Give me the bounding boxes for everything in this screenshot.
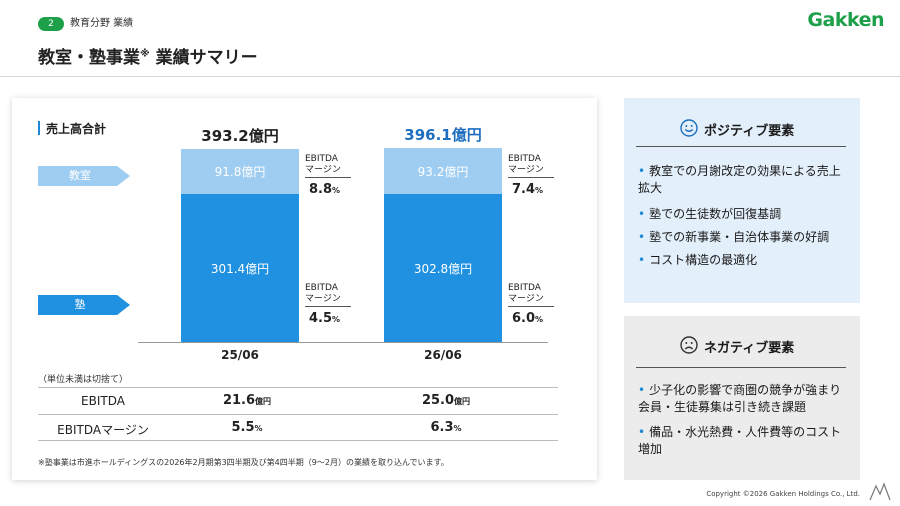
- margin-unit: %: [332, 186, 341, 195]
- positive-factors-panel: [624, 98, 860, 303]
- bar-total-label: 396.1億円: [404, 126, 482, 144]
- table-cell: 5.5%: [197, 420, 297, 435]
- table-cell-value: 21.6: [222, 393, 256, 408]
- negative-divider: [636, 367, 846, 368]
- bullet-dot: •: [638, 230, 646, 244]
- list-item: • 少子化の影響で商圏の競争が強まり会員・生徒募集は引き続き課題: [638, 382, 848, 416]
- margin-value: 4.5%: [309, 311, 341, 326]
- margin-unit: %: [332, 315, 341, 324]
- table-cell: 6.3%: [396, 420, 496, 435]
- table-rule-bottom: [38, 440, 558, 441]
- margin-unit: %: [535, 315, 544, 324]
- list-item: • 塾での新事業・自治体事業の好調: [638, 229, 848, 246]
- list-item: • コスト構造の最適化: [638, 252, 848, 269]
- margin-caption: EBITDA: [508, 154, 541, 164]
- card-title: 売上高合計: [46, 122, 107, 136]
- bar-total-label: 393.2億円: [201, 127, 279, 145]
- bar-segment: 91.8億円: [181, 149, 299, 194]
- positive-divider: [636, 146, 846, 147]
- margin-rule: [305, 177, 351, 178]
- list-item-text: 備品・水光熱費・人件費等のコスト増加: [638, 425, 842, 456]
- chart-baseline: [138, 342, 548, 343]
- ebitda-margin-annotation: EBITDA マージン 7.4%: [508, 154, 554, 197]
- margin-value: 8.8%: [309, 182, 341, 197]
- bullet-dot: •: [638, 253, 646, 267]
- section-label: 教育分野 業績: [70, 18, 134, 29]
- smile-icon: [680, 119, 698, 141]
- table-rule-top: [38, 387, 558, 388]
- segment-label-room: 教室: [38, 166, 130, 186]
- negative-factors-title: ネガティブ要素: [704, 341, 795, 356]
- table-cell: 21.6億円: [197, 393, 297, 408]
- footnote: ※塾事業は市進ホールディングスの2026年2月期第3四半期及び第4四半期（9～2…: [38, 458, 449, 467]
- bullet-dot: •: [638, 164, 646, 178]
- table-cell-unit: 億円: [255, 397, 272, 406]
- negative-factors-panel: [624, 316, 860, 480]
- list-item-text: 少子化の影響で商圏の競争が強まり会員・生徒募集は引き続き課題: [638, 383, 842, 414]
- table-cell-unit: %: [453, 424, 462, 433]
- table-rule-mid: [38, 414, 558, 415]
- table-cell-unit: 億円: [454, 397, 471, 406]
- page-number-badge: 2: [38, 17, 64, 31]
- bullet-dot: •: [638, 207, 646, 221]
- page-title-main: 教室・塾事業: [38, 48, 140, 68]
- unit-note: （単位未満は切捨て）: [38, 375, 129, 385]
- bar-segment: 301.4億円: [181, 194, 299, 342]
- card-title-accent: [38, 121, 40, 135]
- table-cell-unit: %: [254, 424, 263, 433]
- positive-factors-title: ポジティブ要素: [704, 124, 795, 139]
- margin-caption: マージン: [305, 165, 341, 175]
- bullet-dot: •: [638, 383, 646, 397]
- ebitda-margin-annotation: EBITDA マージン 8.8%: [305, 154, 351, 197]
- margin-caption: マージン: [508, 165, 544, 175]
- list-item-text: 塾での生徒数が回復基調: [649, 207, 782, 221]
- margin-caption: EBITDA: [508, 283, 541, 293]
- table-cell: 25.0億円: [396, 393, 496, 408]
- margin-caption: マージン: [508, 294, 544, 304]
- x-tick-label: 26/06: [424, 348, 462, 362]
- bar-segment: 302.8億円: [384, 194, 502, 342]
- corner-mark-icon: [868, 480, 892, 506]
- list-item-text: 塾での新事業・自治体事業の好調: [649, 230, 830, 244]
- table-cell-value: 6.3: [430, 420, 454, 435]
- copyright: Copyright ©2026 Gakken Holdings Co., Ltd…: [706, 490, 860, 498]
- margin-caption: EBITDA: [305, 283, 338, 293]
- bullet-dot: •: [638, 425, 646, 439]
- segment-label-juku: 塾: [38, 295, 130, 315]
- margin-unit: %: [535, 186, 544, 195]
- ebitda-margin-annotation: EBITDA マージン 4.5%: [305, 283, 351, 326]
- margin-caption: EBITDA: [305, 154, 338, 164]
- table-cell-value: 25.0: [421, 393, 455, 408]
- table-row-label: EBITDAマージン: [57, 423, 149, 437]
- gakken-logo: Gakken: [807, 9, 884, 31]
- margin-caption: マージン: [305, 294, 341, 304]
- list-item: • 塾での生徒数が回復基調: [638, 206, 848, 223]
- page-title-sup: ※: [140, 48, 150, 60]
- margin-rule: [508, 177, 554, 178]
- x-tick-label: 25/06: [221, 348, 259, 362]
- margin-rule: [305, 306, 351, 307]
- page-title: 教室・塾事業※ 業績サマリー: [38, 43, 258, 68]
- table-row-label: EBITDA: [81, 394, 125, 408]
- margin-value: 7.4%: [512, 182, 544, 197]
- bar-segment: 93.2億円: [384, 148, 502, 194]
- list-item: • 備品・水光熱費・人件費等のコスト増加: [638, 424, 848, 458]
- table-cell-value: 5.5: [231, 420, 255, 435]
- page-title-suffix: 業績サマリー: [149, 48, 258, 68]
- ebitda-margin-annotation: EBITDA マージン 6.0%: [508, 283, 554, 326]
- margin-rule: [508, 306, 554, 307]
- list-item: • 教室での月謝改定の効果による売上拡大: [638, 163, 848, 197]
- margin-value: 6.0%: [512, 311, 544, 326]
- list-item-text: コスト構造の最適化: [649, 253, 758, 267]
- list-item-text: 教室での月謝改定の効果による売上拡大: [638, 164, 841, 195]
- title-divider: [0, 76, 900, 77]
- frown-icon: [680, 336, 698, 358]
